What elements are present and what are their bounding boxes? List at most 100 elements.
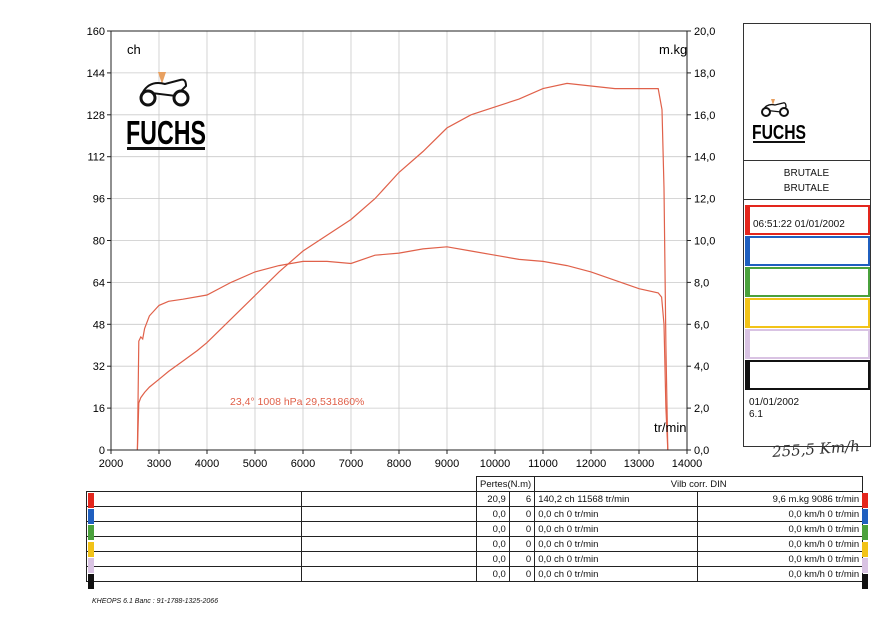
- row-color-marker: [88, 541, 94, 557]
- y-right-tick-label: 14,0: [694, 152, 715, 164]
- dyno-chart: 2000 3000 4000 5000 6000 7000 8000 9000 10000 110…: [87, 26, 716, 470]
- x-tick-label: 9000: [435, 458, 459, 470]
- run-color-stripe: [745, 360, 750, 390]
- run-1-timestamp: 06:51:22 01/01/2002: [753, 219, 845, 230]
- power-cell: 0,0 ch 0 tr/min: [534, 521, 699, 537]
- run-color-stripe: [745, 298, 750, 328]
- x-tick-label: 14000: [672, 458, 703, 470]
- pertes-2-cell: 0: [508, 506, 536, 522]
- y-left-tick-label: 16: [93, 403, 105, 415]
- table-row: 0,0 0 0,0 ch 0 tr/min 0,0 km/h 0 tr/min: [86, 521, 864, 537]
- header-vilb: Vilb corr. DIN: [534, 476, 864, 492]
- row-color-marker: [862, 493, 868, 508]
- x-tick-label: 6000: [291, 458, 315, 470]
- y-left-tick-label: 80: [93, 236, 105, 248]
- pertes-1-cell: 0,0: [476, 566, 510, 582]
- y-left-tick-label: 64: [93, 277, 105, 289]
- y-right-tick-label: 6,0: [694, 319, 709, 331]
- row-color-marker: [862, 574, 868, 589]
- y-left-tick-label: 112: [87, 152, 105, 164]
- torque-cell: 0,0 km/h 0 tr/min: [697, 536, 864, 552]
- torque-cell: 0,0 km/h 0 tr/min: [697, 521, 864, 537]
- power-cell: 0,0 ch 0 tr/min: [534, 551, 699, 567]
- row-note-cell: [301, 566, 477, 582]
- row-color-marker: [862, 509, 868, 525]
- row-note-cell: [301, 551, 477, 567]
- row-color-marker: [862, 541, 868, 557]
- motorcycle-icon: [139, 72, 190, 107]
- x-tick-label: 5000: [243, 458, 267, 470]
- pertes-2-cell: 0: [508, 521, 536, 537]
- run-slot-4: [745, 298, 870, 328]
- chart-curves: [136, 82, 669, 451]
- run-color-stripe: [745, 236, 750, 266]
- row-note-cell: [301, 506, 477, 522]
- y-left-tick-label: 32: [93, 361, 105, 373]
- run-color-stripe: [745, 205, 750, 235]
- row-color-marker: [88, 493, 94, 508]
- row-name-cell: [86, 566, 302, 582]
- run-slot-5: [745, 329, 870, 359]
- row-name-cell: [86, 521, 302, 537]
- x-tick-label: 3000: [147, 458, 171, 470]
- motorcycle-icon-small: FUCHS: [752, 99, 806, 144]
- power-curve: [136, 82, 669, 451]
- row-name-cell: [86, 551, 302, 567]
- y-right-tick-label: 4,0: [694, 361, 709, 373]
- sidebar-logo: FUCHS: [750, 97, 810, 147]
- model-line-1: BRUTALE: [783, 168, 830, 179]
- fuchs-logo: FUCHS: [126, 72, 206, 151]
- sidebar-version: 6.1: [749, 409, 763, 420]
- footer-text: KHEOPS 6.1 Banc : 91-1788-1325-2066: [92, 598, 219, 605]
- y-right-tick-label: 16,0: [694, 110, 715, 122]
- table-header-row: Pertes(N.m) Vilb corr. DIN: [86, 476, 864, 492]
- row-note-cell: [301, 521, 477, 537]
- x-tick-label: 2000: [99, 458, 123, 470]
- torque-cell: 0,0 km/h 0 tr/min: [697, 506, 864, 522]
- table-row: 20,9 6 140,2 ch 11568 tr/min 9,6 m.kg 9086 …: [86, 491, 864, 507]
- run-slot-2: [745, 236, 870, 266]
- x-tick-label: 10000: [480, 458, 511, 470]
- y-left-tick-label: 96: [93, 194, 105, 206]
- x-tick-label: 11000: [528, 458, 558, 470]
- torque-cell: 0,0 km/h 0 tr/min: [697, 551, 864, 567]
- pertes-1-cell: 0,0: [476, 551, 510, 567]
- y-right-tick-label: 12,0: [694, 194, 715, 206]
- table-row: 0,0 0 0,0 ch 0 tr/min 0,0 km/h 0 tr/min: [86, 566, 864, 582]
- logo-wordmark: FUCHS: [126, 114, 206, 151]
- y-left-tick-label: 0: [99, 445, 105, 457]
- row-color-marker: [88, 525, 94, 541]
- row-color-marker: [862, 525, 868, 541]
- sidebar-logo-wordmark: FUCHS: [752, 122, 806, 144]
- y-left-tick-label: 48: [93, 319, 105, 331]
- x-tick-label: 12000: [576, 458, 607, 470]
- x-tick-label: 4000: [195, 458, 219, 470]
- pertes-2-cell: 0: [508, 536, 536, 552]
- pertes-2-cell: 0: [508, 566, 536, 582]
- y-right-tick-label: 2,0: [694, 403, 709, 415]
- x-tick-label: 13000: [624, 458, 655, 470]
- y-left-label: ch: [127, 42, 141, 57]
- pertes-1-cell: 20,9: [476, 491, 510, 507]
- run-color-stripe: [745, 329, 750, 359]
- chart-grid: [110, 30, 688, 451]
- table-row: 0,0 0 0,0 ch 0 tr/min 0,0 km/h 0 tr/min: [86, 551, 864, 567]
- header-pertes: Pertes(N.m): [475, 476, 536, 492]
- y-right-tick-label: 20,0: [694, 26, 715, 38]
- row-note-cell: [301, 536, 477, 552]
- power-cell: 0,0 ch 0 tr/min: [534, 536, 699, 552]
- torque-cell: 0,0 km/h 0 tr/min: [697, 566, 864, 582]
- row-color-marker: [862, 557, 868, 573]
- x-tick-label: 8000: [387, 458, 411, 470]
- y-left-tick-label: 144: [87, 68, 105, 80]
- sidebar-date: 01/01/2002: [749, 397, 800, 408]
- x-tick-label: 7000: [339, 458, 363, 470]
- weather-annotation: 23,4° 1008 hPa 29,531860%: [230, 396, 364, 408]
- run-color-stripe: [745, 267, 750, 297]
- pertes-1-cell: 0,0: [476, 536, 510, 552]
- y-right-tick-label: 8,0: [694, 277, 709, 289]
- y-left-tick-label: 128: [87, 110, 105, 122]
- results-table: Pertes(N.m) Vilb corr. DIN 20,9 6 140,2 ch…: [86, 476, 864, 582]
- y-right-tick-label: 18,0: [694, 68, 715, 80]
- power-cell: 0,0 ch 0 tr/min: [534, 566, 699, 582]
